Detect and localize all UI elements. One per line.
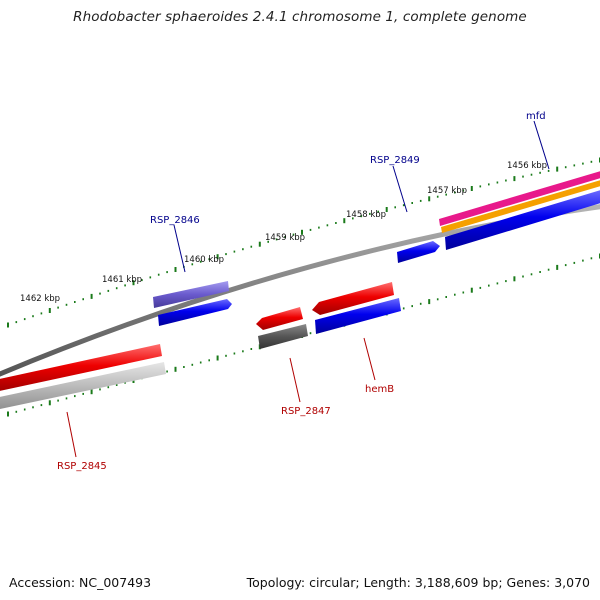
gene-label-rsp-2847[interactable]: RSP_2847 (281, 406, 331, 417)
accession-text: Accession: NC_007493 (9, 575, 152, 590)
hemb-leader-line (363, 337, 376, 381)
tick-label-1456: 1456 kbp (507, 161, 547, 171)
tick-label-1457: 1457 kbp (427, 186, 467, 196)
gene-label-hemb[interactable]: hemB (365, 384, 394, 395)
tick-label-1460: 1460 kbp (184, 255, 224, 265)
rsp-2847-leader-line (289, 357, 301, 403)
rsp-2846-leader-line (173, 224, 186, 273)
mfd-leader-line (533, 120, 550, 170)
feature-rsp-2847-cds[interactable] (256, 307, 303, 330)
gene-label-rsp-2845[interactable]: RSP_2845 (57, 461, 107, 472)
map-title: Rhodobacter sphaeroides 2.4.1 chromosome… (73, 9, 527, 25)
genome-backbone (0, 204, 600, 377)
feature-rsp-2846-purple[interactable] (153, 281, 229, 308)
feature-rsp-2849-cds[interactable] (397, 241, 440, 263)
tick-label-1462: 1462 kbp (20, 294, 60, 304)
rsp-2845-leader-line (66, 411, 77, 458)
feature-hemb-cds[interactable] (315, 298, 401, 334)
feature-rsp-2845-gray[interactable] (0, 362, 166, 410)
feature-hemb-red[interactable] (312, 282, 394, 315)
feature-rsp-2846-cds[interactable] (158, 299, 232, 326)
tick-label-1459: 1459 kbp (265, 233, 305, 243)
feature-red-cds-left[interactable] (0, 344, 162, 392)
rsp-2849-leader-line (392, 165, 408, 213)
feature-mfd-cds[interactable] (445, 190, 600, 250)
tick-label-1461: 1461 kbp (102, 275, 142, 285)
feature-rsp-2847-gray[interactable] (258, 324, 308, 349)
gene-label-mfd[interactable]: mfd (526, 111, 546, 122)
gene-label-rsp-2849[interactable]: RSP_2849 (370, 155, 420, 166)
topology-summary: Topology: circular; Length: 3,188,609 bp… (246, 575, 590, 590)
tick-label-1458: 1458 kbp (346, 210, 386, 220)
gene-label-rsp-2846[interactable]: RSP_2846 (150, 215, 200, 226)
feature-magenta-band[interactable] (439, 171, 600, 226)
feature-orange-band[interactable] (441, 180, 600, 233)
